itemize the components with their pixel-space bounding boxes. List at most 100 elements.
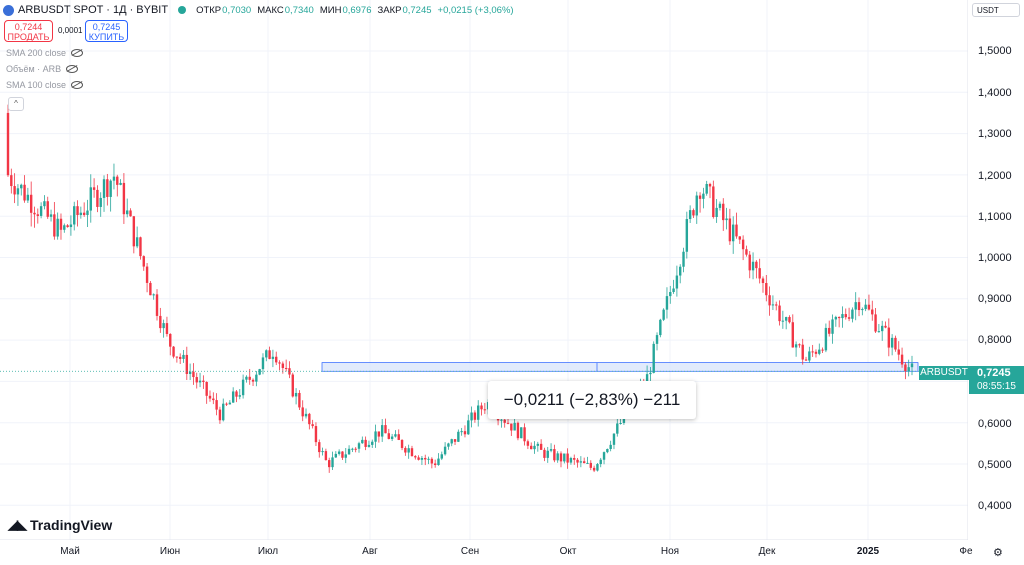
candle-body [758,268,761,279]
candle-body [821,349,824,351]
candle-body [582,461,586,464]
candle-body [563,453,566,462]
candle-body [731,224,735,242]
time-tick: Июн [159,546,181,557]
candle-body [334,453,338,458]
candle-body [708,183,712,187]
low-label: МИН [319,4,342,16]
candle-body [112,176,116,181]
candle-body [225,403,228,405]
candle-body [387,433,391,439]
candle-body [596,464,599,471]
candle-body [420,457,424,460]
candle-body [324,451,328,461]
candle-body [705,183,708,194]
candle-body [149,282,152,296]
candle-body [473,412,477,420]
change-value: +0,0215 (+3,06%) [437,4,514,16]
candle-body [13,186,16,195]
candle-body [546,450,549,458]
candle-body [755,261,758,269]
candle-body [351,448,354,450]
buy-button[interactable]: 0,7245 КУПИТЬ [85,20,128,42]
gear-icon[interactable]: ⚙ [993,547,1003,559]
candle-body [679,266,682,276]
indicator-sma100[interactable]: SMA 100 close [6,80,84,90]
candle-body [440,454,443,459]
candle-body [775,304,778,306]
symbol-header: ARBUSDT SPOT · 1Д · BYBIT ОТКР 0,7030 МАК… [0,0,968,20]
candle-body [529,445,533,450]
logo-text: TradingView [30,517,113,533]
candle-body [281,363,285,368]
candle-body [96,189,99,207]
candle-body [549,449,553,451]
candle-body [119,182,122,185]
candle-body [556,453,559,461]
indicator-label: SMA 200 close [6,48,67,58]
candle-body [152,294,155,296]
indicator-volume[interactable]: Объём · ARB [6,64,79,74]
candle-body [298,392,301,408]
candle-body [910,363,914,368]
candle-body [841,314,844,319]
candle-body [231,391,235,403]
candle-body [573,458,576,460]
candle-body [801,344,804,360]
indicator-sma200[interactable]: SMA 200 close [6,48,84,58]
candle-body [506,422,510,424]
candle-body [122,182,126,215]
candle-body [513,422,516,431]
candle-body [424,457,427,460]
candle-body [500,419,503,421]
candle-body [645,374,649,387]
candle-body [291,374,294,397]
candle-body [609,444,612,450]
candle-body [784,317,788,321]
time-tick: Авг [362,546,378,557]
arbitrum-logo-icon [3,4,14,16]
candle-body [145,266,149,283]
eye-hidden-icon[interactable] [71,49,84,57]
candle-body [198,380,202,383]
tradingview-logo[interactable]: ◢◣ TradingView [8,517,112,533]
candle-body [195,377,198,383]
candle-body [63,225,66,230]
candle-body [867,304,871,310]
currency-select[interactable]: USDT [972,3,1020,17]
candle-body [20,184,23,189]
measure-range-rect [321,362,919,372]
candle-body [278,362,281,364]
candle-body [523,427,526,442]
price-tick: 0,6000 [978,418,1012,430]
candle-body [159,315,162,329]
candle-body [702,193,705,199]
sell-button[interactable]: 0,7244 ПРОДАТЬ [4,20,53,42]
candle-body [23,184,26,201]
candle-body [208,395,212,399]
candle-body [818,349,821,354]
candle-body [328,460,331,468]
candle-body [854,302,857,310]
candle-body [86,210,89,216]
symbol-price-label: ARBUSDT [919,366,969,380]
candle-body [722,203,725,221]
candle-body [735,224,738,237]
eye-hidden-icon[interactable] [66,65,79,73]
candle-body [404,447,407,453]
candle-body [778,305,781,322]
candle-body [311,424,314,427]
spread-value: 0,0001 [58,26,83,35]
eye-hidden-icon[interactable] [71,81,84,89]
symbol-title[interactable]: ARBUSDT SPOT · 1Д · BYBIT [18,4,169,16]
candlestick-chart[interactable] [0,0,968,540]
time-tick: Окт [559,546,577,557]
candle-body [834,316,838,320]
candle-body [304,413,308,417]
candle-body [894,337,897,350]
candle-body [56,218,59,237]
collapse-indicators-button[interactable]: ^ [8,97,24,111]
candle-body [394,434,397,437]
candle-body [245,376,248,380]
candle-body [248,376,251,380]
